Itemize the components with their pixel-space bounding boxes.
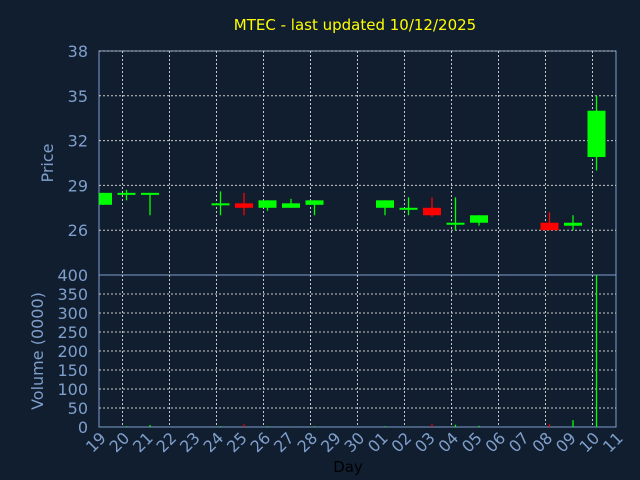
price-tick-label: 26 bbox=[68, 221, 88, 240]
candle-body bbox=[376, 200, 394, 208]
volume-tick-label: 350 bbox=[57, 285, 88, 304]
candle-body bbox=[564, 222, 582, 226]
candle-body bbox=[99, 192, 112, 205]
volume-tick-label: 250 bbox=[57, 323, 88, 342]
price-tick-label: 32 bbox=[68, 132, 88, 151]
volume-tick-label: 50 bbox=[68, 399, 88, 418]
candle-body bbox=[305, 200, 324, 205]
volume-tick-label: 0 bbox=[78, 418, 88, 437]
candle-body bbox=[399, 207, 418, 210]
volume-tick-label: 150 bbox=[57, 361, 88, 380]
candle-body bbox=[258, 200, 277, 208]
chart-title: MTEC - last updated 10/12/2025 bbox=[234, 16, 476, 34]
candle-body bbox=[540, 222, 559, 231]
candle-body bbox=[446, 222, 465, 225]
price-tick-label: 29 bbox=[68, 176, 88, 195]
candle-body bbox=[470, 215, 488, 223]
x-tick-label: 11 bbox=[599, 428, 627, 456]
price-tick-label: 35 bbox=[68, 87, 88, 106]
price-tick-label: 38 bbox=[68, 42, 88, 61]
x-axis-label: Day bbox=[333, 458, 363, 476]
volume-tick-label: 100 bbox=[57, 380, 88, 399]
volume-tick-label: 400 bbox=[57, 266, 88, 285]
volume-tick-label: 300 bbox=[57, 304, 88, 323]
candle-body bbox=[141, 192, 159, 195]
price-axis-label: Price bbox=[38, 143, 57, 182]
candle-body bbox=[587, 110, 606, 158]
candle-body bbox=[423, 207, 441, 216]
volume-tick-label: 200 bbox=[57, 342, 88, 361]
candle-body bbox=[282, 203, 300, 208]
candle-body bbox=[235, 203, 253, 208]
candle-body bbox=[117, 192, 136, 195]
volume-axis-label: Volume (0000) bbox=[28, 292, 47, 410]
candle-body bbox=[211, 203, 230, 206]
